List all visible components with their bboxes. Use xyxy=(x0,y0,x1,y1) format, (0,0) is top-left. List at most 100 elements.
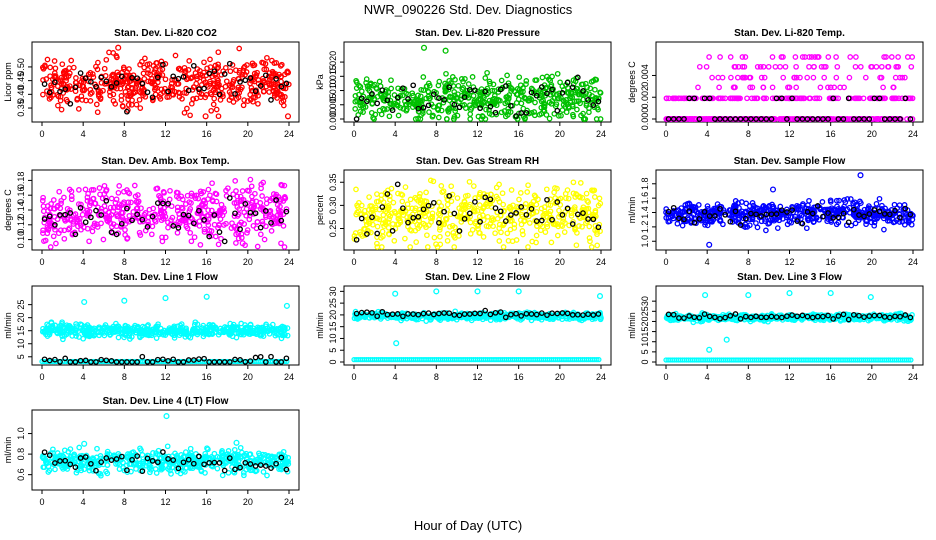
data-point xyxy=(467,116,474,122)
data-point xyxy=(244,227,251,233)
data-point xyxy=(740,211,746,217)
data-point xyxy=(882,95,888,102)
y-tick-label: 0.50 xyxy=(16,58,26,76)
data-point xyxy=(559,223,566,229)
data-point xyxy=(366,314,373,321)
data-point xyxy=(86,238,92,245)
data-point xyxy=(46,92,52,99)
data-point-black xyxy=(221,359,228,365)
data-point xyxy=(518,100,525,107)
data-point xyxy=(68,196,75,203)
data-point-black xyxy=(242,77,249,84)
data-point xyxy=(496,181,502,188)
data-point-black xyxy=(67,210,74,216)
data-point xyxy=(486,78,493,85)
x-tick-label: 0 xyxy=(351,257,356,267)
data-point-black xyxy=(564,79,571,86)
data-point xyxy=(739,208,745,215)
data-point-black xyxy=(232,356,238,363)
panel-title: Stan. Dev. Amb. Box Temp. xyxy=(101,156,229,167)
y-tick-label: 0.35 xyxy=(328,173,338,191)
data-point xyxy=(278,240,284,247)
data-point-black xyxy=(585,216,591,222)
data-point xyxy=(525,244,531,250)
data-point xyxy=(90,187,97,193)
data-point-black xyxy=(41,81,48,87)
data-point xyxy=(241,63,248,70)
data-point xyxy=(45,227,52,233)
data-point-black xyxy=(580,88,586,94)
data-point-black xyxy=(124,205,130,212)
data-point-black xyxy=(237,226,243,233)
data-point xyxy=(535,196,541,203)
data-point-black xyxy=(221,71,228,77)
data-point xyxy=(126,218,133,225)
data-point-black xyxy=(676,215,682,222)
data-point-black xyxy=(430,91,437,98)
data-point xyxy=(77,82,83,89)
data-point-black xyxy=(400,313,406,320)
data-point xyxy=(237,193,244,200)
data-point-black xyxy=(670,116,677,122)
data-point xyxy=(688,204,695,211)
data-point xyxy=(584,84,590,91)
data-point xyxy=(387,97,394,104)
data-points xyxy=(351,177,604,250)
data-point xyxy=(476,213,483,220)
data-point xyxy=(239,188,246,194)
data-point xyxy=(284,113,292,120)
data-point-black xyxy=(533,218,540,224)
data-point-black xyxy=(154,356,161,363)
data-point-black xyxy=(237,79,243,85)
data-point xyxy=(207,64,214,70)
data-point xyxy=(574,106,580,113)
data-point xyxy=(86,324,93,331)
y-tick-label: 0.35 xyxy=(16,99,26,117)
data-point xyxy=(489,215,496,221)
data-point xyxy=(442,88,449,95)
data-point xyxy=(731,214,737,221)
data-point-black xyxy=(835,214,842,221)
data-point xyxy=(237,330,243,336)
data-point xyxy=(57,97,64,104)
data-point xyxy=(376,107,383,114)
data-point xyxy=(161,210,168,216)
data-point xyxy=(214,80,221,86)
data-point-black xyxy=(108,358,115,364)
data-point xyxy=(263,327,270,334)
data-point-black xyxy=(82,75,89,81)
data-point-black xyxy=(160,200,166,207)
data-point xyxy=(516,86,523,93)
data-point xyxy=(490,81,497,88)
data-point-black xyxy=(134,359,141,365)
data-point xyxy=(772,63,779,70)
data-point xyxy=(367,80,374,87)
data-point-black xyxy=(881,211,888,217)
data-point xyxy=(210,198,216,205)
data-point xyxy=(909,116,916,122)
data-point xyxy=(835,219,842,226)
data-point xyxy=(205,222,212,228)
data-point xyxy=(474,288,481,295)
data-point xyxy=(574,315,581,321)
data-point xyxy=(274,212,281,218)
data-point xyxy=(272,329,278,336)
data-point xyxy=(371,116,377,122)
data-point-black xyxy=(814,203,821,209)
data-point xyxy=(257,200,264,206)
data-point xyxy=(239,240,246,247)
data-point xyxy=(483,106,489,113)
data-point-black xyxy=(691,219,698,226)
data-point xyxy=(107,204,114,211)
data-point xyxy=(89,71,96,77)
data-point xyxy=(83,325,89,332)
data-point xyxy=(874,95,880,102)
data-point xyxy=(437,233,443,240)
data-point xyxy=(440,99,447,106)
data-point xyxy=(489,87,496,94)
data-point xyxy=(56,188,63,195)
data-point-black xyxy=(482,194,489,201)
data-point xyxy=(448,183,455,190)
data-point xyxy=(508,88,514,94)
